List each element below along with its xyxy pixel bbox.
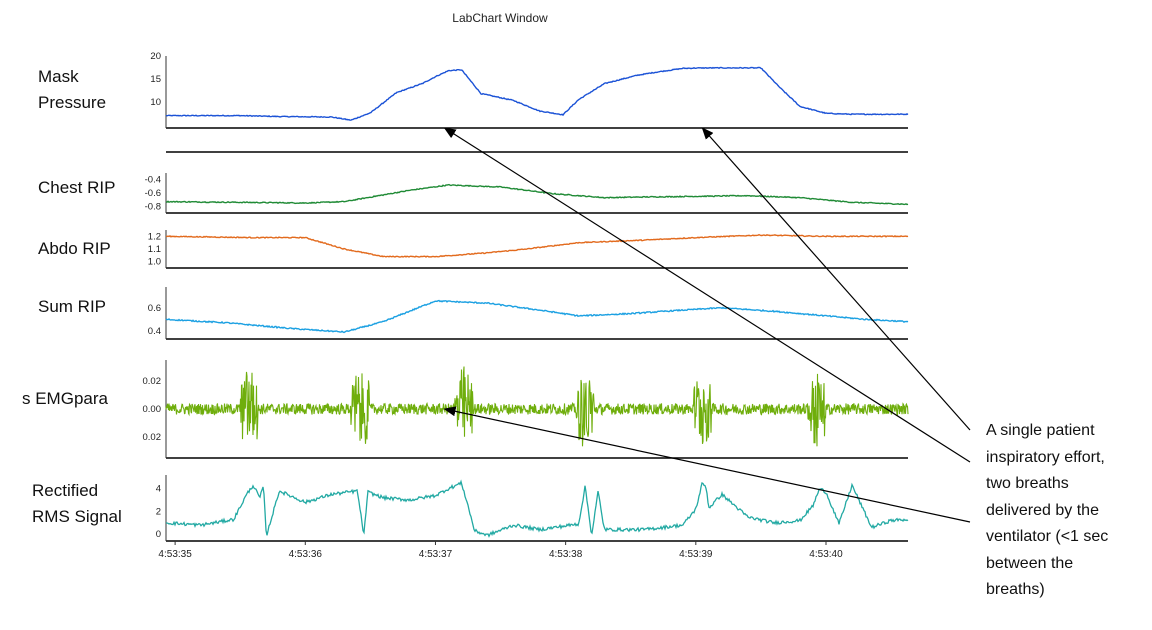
- y-tick-label: 20: [150, 51, 161, 62]
- window-title: LabChart Window: [452, 11, 548, 25]
- channel-label-chest-rip: Chest RIP: [38, 175, 115, 201]
- channel-label-rms: Rectified RMS Signal: [32, 478, 122, 530]
- label-line: Mask: [38, 67, 79, 86]
- y-tick-label: 1.0: [148, 257, 161, 268]
- y-tick-label: 0: [156, 529, 161, 540]
- x-tick-label: 4:53:35: [158, 549, 192, 560]
- annotation-line: ventilator (<1 sec: [986, 528, 1109, 545]
- series-line-chest-rip: [165, 183, 909, 206]
- annotation-callout: A single patient inspiratory effort, two…: [986, 418, 1152, 604]
- y-tick-label: 0.4: [148, 326, 161, 337]
- series-line-sum-rip: [165, 299, 909, 334]
- x-tick-label: 4:53:37: [419, 549, 453, 560]
- annotation-arrow: [443, 406, 971, 523]
- y-tick-label: 4: [156, 484, 161, 495]
- annotation-line: A single patient: [986, 422, 1095, 439]
- series-line-emg: [165, 366, 909, 447]
- annotation-line: breaths): [986, 581, 1045, 598]
- y-tick-label: -0.4: [145, 175, 161, 186]
- y-tick-label: 1.2: [148, 231, 161, 242]
- x-tick-label: 4:53:39: [679, 549, 713, 560]
- x-tick-label: 4:53:38: [549, 549, 583, 560]
- label-line: Rectified: [32, 481, 99, 500]
- label-line: Chest RIP: [38, 178, 116, 197]
- y-tick-label: 1.1: [148, 244, 161, 255]
- y-tick-label: 15: [150, 74, 161, 85]
- annotation-arrow: [443, 127, 971, 463]
- series-line-rms: [165, 479, 909, 538]
- y-tick-label: 0.02: [143, 376, 162, 387]
- annotation-arrow: [701, 127, 971, 431]
- y-tick-label: 10: [150, 97, 161, 108]
- annotation-line: between the: [986, 554, 1074, 572]
- y-tick-label: 0.02: [143, 432, 162, 443]
- series-line-abdo-rip: [165, 233, 909, 258]
- label-line: RMS Signal: [32, 507, 122, 526]
- y-tick-label: 0.00: [143, 404, 162, 415]
- channel-label-emg: s EMGpara: [22, 386, 108, 412]
- x-tick-label: 4:53:40: [809, 549, 843, 560]
- annotation-line: inspiratory effort,: [986, 448, 1105, 466]
- series-line-mask-pressure: [165, 66, 909, 121]
- x-tick-label: 4:53:36: [289, 549, 323, 560]
- label-line: s EMGpara: [22, 389, 108, 408]
- annotation-line: two breaths: [986, 475, 1069, 492]
- y-tick-label: 0.6: [148, 303, 161, 314]
- channel-label-mask-pressure: Mask Pressure: [38, 64, 106, 116]
- label-line: Pressure: [38, 93, 107, 112]
- annotation-line: delivered by the: [986, 501, 1099, 519]
- y-tick-label: -0.8: [145, 201, 161, 212]
- label-line: Sum RIP: [38, 297, 107, 316]
- label-line: Abdo RIP: [38, 239, 111, 258]
- y-tick-label: -0.6: [145, 188, 161, 199]
- channel-label-abdo-rip: Abdo RIP: [38, 236, 111, 262]
- y-tick-label: 2: [156, 506, 161, 517]
- channel-label-sum-rip: Sum RIP: [38, 294, 106, 320]
